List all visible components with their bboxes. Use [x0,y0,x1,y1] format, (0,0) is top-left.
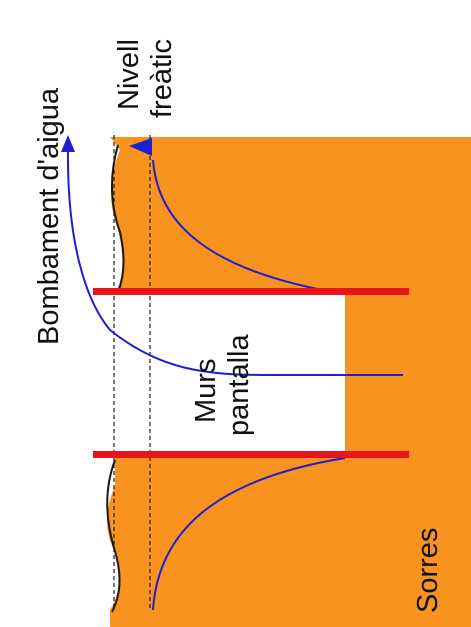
diaphragm-wall-lower [93,451,409,458]
diaphragm-wall-upper [93,288,409,295]
pumping-label: Bombament d'aigua [33,87,65,345]
water-table-label-line1: Nivell [113,39,145,110]
triangle-left-icon [129,138,152,156]
arrow-up-icon [61,135,75,152]
ground-surface-upper [111,144,125,293]
soil-label: Sorres [412,528,444,613]
pumping-line [66,149,403,376]
drawdown-curve-lower [152,457,346,611]
walls-label-line1: Murs [190,359,222,423]
water-table-label-line2: freàtic [146,39,178,118]
drawdown-curve-upper [152,159,346,295]
sand-region [106,137,471,627]
ground-surface-lower [106,459,121,613]
walls-label-line2: pantalla [223,334,255,436]
